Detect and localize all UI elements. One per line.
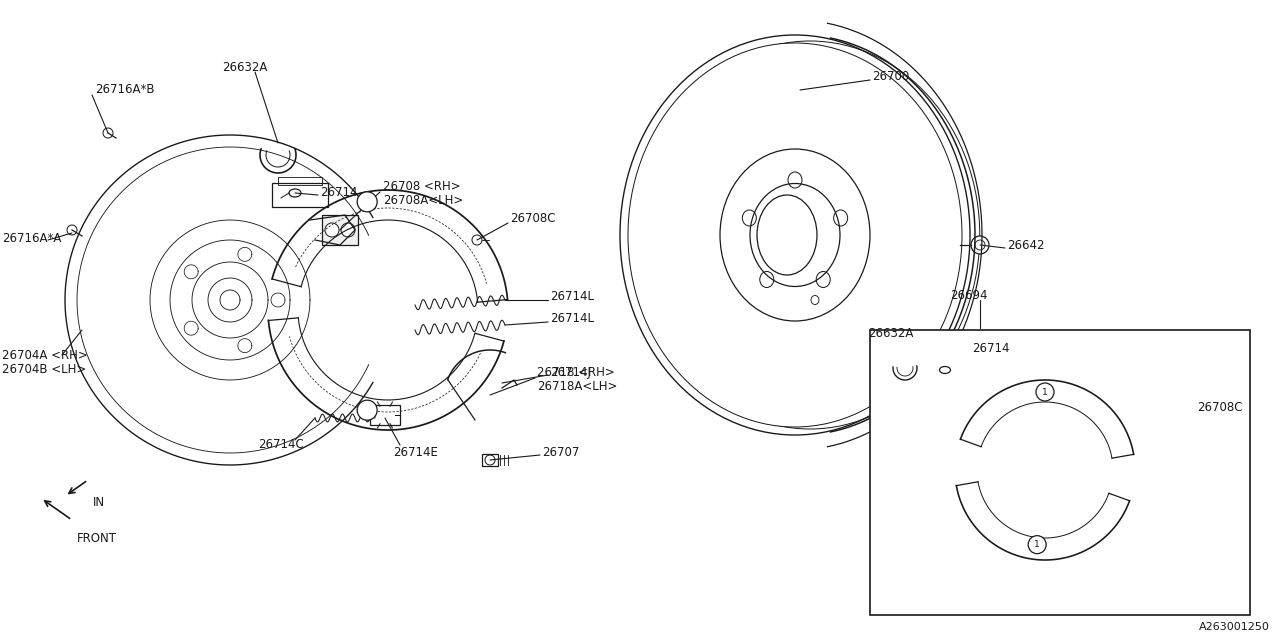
Circle shape bbox=[972, 236, 989, 254]
Text: 26632A: 26632A bbox=[221, 61, 268, 74]
Bar bbox=[483, 454, 498, 466]
Text: 26632A: 26632A bbox=[868, 326, 914, 339]
Text: 26718A<LH>: 26718A<LH> bbox=[538, 380, 617, 392]
Bar bbox=[870, 330, 1251, 615]
Bar bbox=[370, 405, 399, 425]
Text: 26714L: 26714L bbox=[550, 289, 594, 303]
Text: 26716A*A: 26716A*A bbox=[3, 232, 61, 244]
Text: 26707: 26707 bbox=[541, 445, 580, 458]
Ellipse shape bbox=[719, 149, 870, 321]
Text: 26714E: 26714E bbox=[393, 445, 438, 458]
Text: 1: 1 bbox=[1042, 387, 1048, 397]
Text: 26642: 26642 bbox=[1007, 239, 1044, 252]
Text: 26714: 26714 bbox=[972, 342, 1010, 355]
Text: 1: 1 bbox=[1034, 540, 1041, 549]
Circle shape bbox=[1036, 383, 1053, 401]
Text: A263001250: A263001250 bbox=[1199, 622, 1270, 632]
Text: 26708C: 26708C bbox=[509, 211, 556, 225]
Text: 26718 <RH>: 26718 <RH> bbox=[538, 365, 614, 378]
Bar bbox=[273, 183, 328, 207]
Text: 26704B <LH>: 26704B <LH> bbox=[3, 362, 86, 376]
Circle shape bbox=[325, 223, 339, 237]
Text: 26714J: 26714J bbox=[550, 365, 591, 378]
Text: 1: 1 bbox=[364, 405, 370, 415]
Text: FRONT: FRONT bbox=[77, 531, 116, 545]
Circle shape bbox=[357, 400, 378, 420]
Circle shape bbox=[1028, 536, 1046, 554]
Text: 1: 1 bbox=[364, 197, 370, 207]
Text: 26704A <RH>: 26704A <RH> bbox=[3, 349, 88, 362]
Ellipse shape bbox=[628, 43, 963, 427]
Bar bbox=[278, 177, 323, 185]
Text: 26708 <RH>: 26708 <RH> bbox=[383, 179, 461, 193]
Text: 26708A<LH>: 26708A<LH> bbox=[383, 193, 463, 207]
Text: 26700: 26700 bbox=[872, 70, 909, 83]
Text: 26716A*B: 26716A*B bbox=[95, 83, 155, 95]
Text: 26714: 26714 bbox=[320, 186, 357, 198]
Ellipse shape bbox=[620, 35, 970, 435]
Ellipse shape bbox=[750, 184, 840, 287]
Text: 26694: 26694 bbox=[950, 289, 987, 301]
Text: 26708C: 26708C bbox=[1197, 401, 1243, 413]
Text: 26714C: 26714C bbox=[259, 438, 303, 451]
Bar bbox=[323, 215, 358, 245]
Circle shape bbox=[340, 223, 355, 237]
Circle shape bbox=[357, 192, 378, 212]
Text: 26714L: 26714L bbox=[550, 312, 594, 324]
Text: IN: IN bbox=[93, 495, 105, 509]
